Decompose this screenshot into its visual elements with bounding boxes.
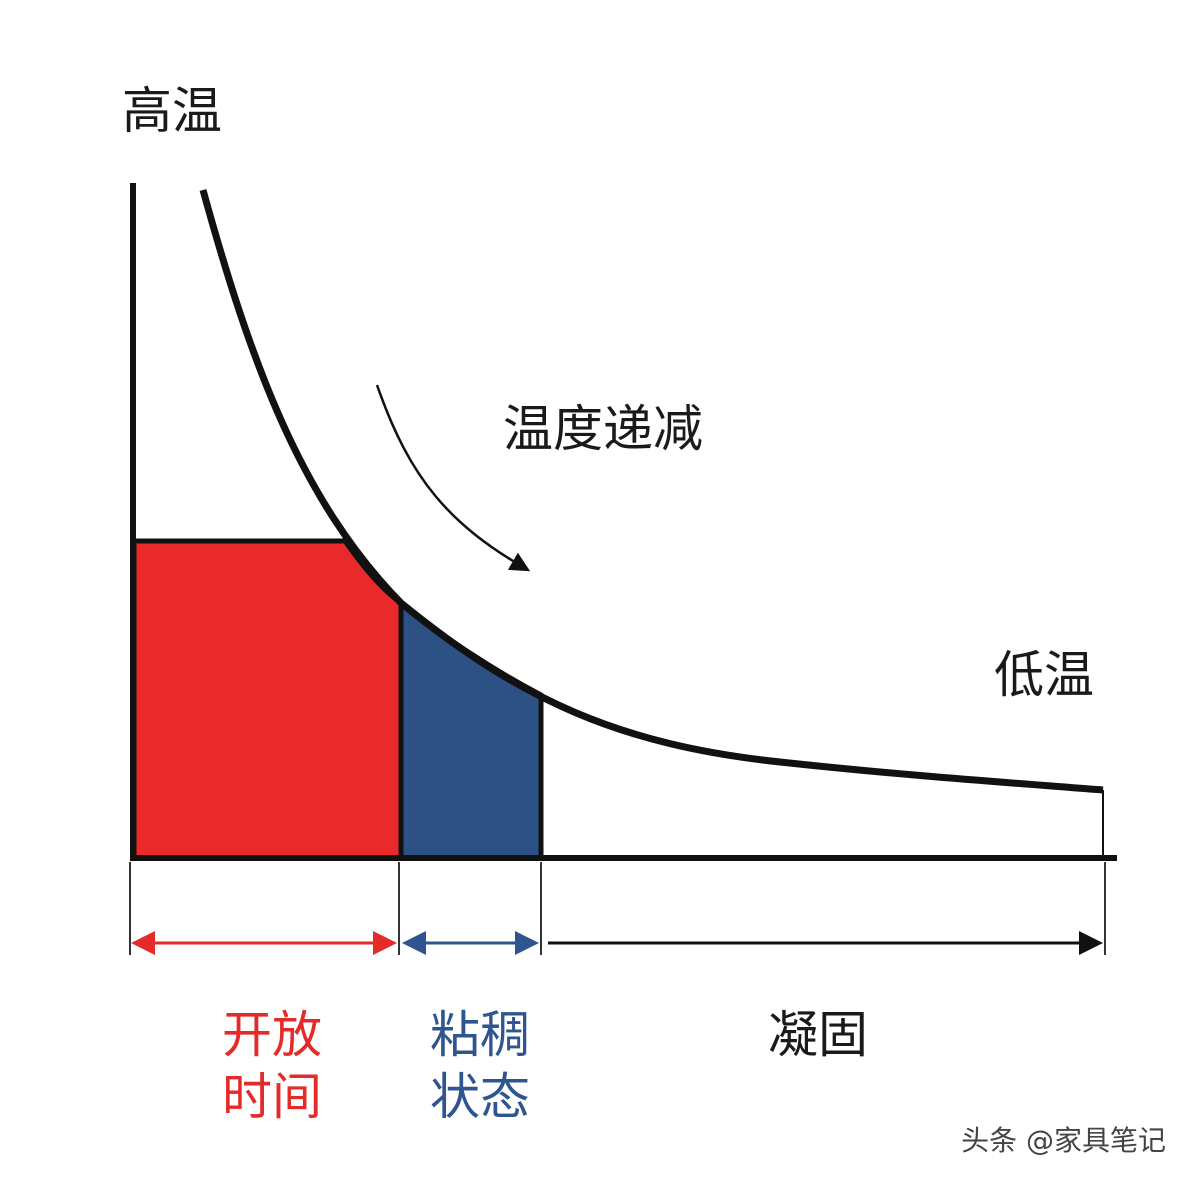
phase-label: 凝固	[768, 1006, 868, 1064]
decrease-arrow	[375, 384, 531, 572]
low-temp-label: 低温	[994, 646, 1094, 704]
high-temp-label: 高温	[122, 82, 222, 140]
phase-label: 粘稠	[430, 1006, 530, 1064]
temperature-curve	[199, 189, 1104, 794]
phase-label: 开放	[222, 1006, 322, 1064]
dividers	[129, 862, 1106, 955]
phase-label: 时间	[222, 1068, 322, 1126]
watermark: 头条 @家具笔记	[961, 1124, 1166, 1157]
decreasing-label: 温度递减	[503, 400, 703, 458]
phase-label: 状态	[430, 1068, 530, 1126]
open-time-region	[131, 538, 404, 861]
